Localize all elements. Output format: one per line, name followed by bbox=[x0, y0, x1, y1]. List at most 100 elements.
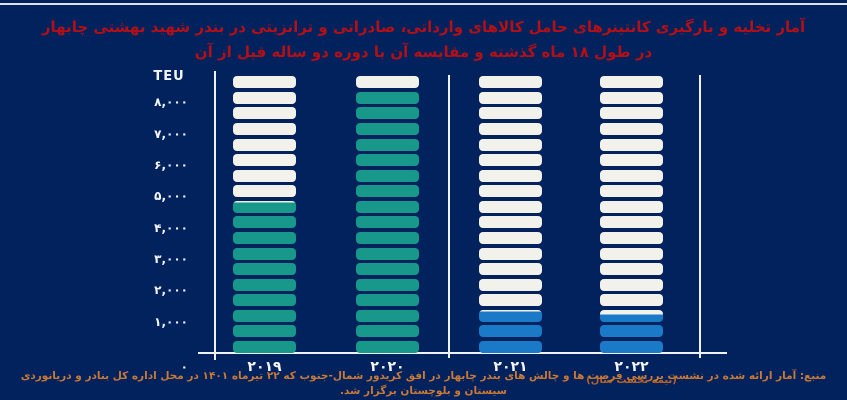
bar-segment bbox=[600, 216, 663, 229]
bar-segment bbox=[233, 263, 296, 276]
bar-segment bbox=[356, 200, 419, 213]
bar-segment bbox=[233, 247, 296, 260]
bar-segment bbox=[233, 76, 296, 89]
source-note: منبع: آمار ارائه شده در نشست بررسی فرصت … bbox=[20, 370, 827, 397]
bar-segment bbox=[600, 247, 663, 260]
bar-segment bbox=[600, 341, 663, 353]
bar-segment bbox=[233, 309, 296, 322]
bar-segment bbox=[479, 138, 542, 151]
bar-segment bbox=[479, 263, 542, 276]
y-axis-line bbox=[214, 71, 216, 360]
bar-segment bbox=[479, 341, 542, 353]
bar-segment bbox=[356, 169, 419, 182]
bar-segment bbox=[356, 247, 419, 260]
bar-segment bbox=[600, 76, 663, 89]
bar-segment bbox=[479, 294, 542, 307]
bar-segment bbox=[479, 154, 542, 167]
bar-segment bbox=[233, 216, 296, 229]
bar-segment bbox=[233, 185, 296, 198]
bar-segment bbox=[233, 123, 296, 136]
chart-title-line2: در طول ۱۸ ماه گذشته و مقایسه آن با دوره … bbox=[194, 43, 653, 61]
y-tick-label: ۱,۰۰۰ bbox=[154, 314, 188, 329]
chart-title: آمار تخلیه و بارگیری کانتینرهای حامل کال… bbox=[0, 15, 847, 65]
y-tick-label: ۸,۰۰۰ bbox=[154, 95, 188, 110]
bar-segment bbox=[233, 107, 296, 120]
bar-segment bbox=[233, 294, 296, 307]
bar-segment bbox=[600, 138, 663, 151]
x-label-۲۰۲۰: ۲۰۲۰ bbox=[370, 359, 405, 375]
bar-segment bbox=[233, 232, 296, 244]
group-divider-line bbox=[448, 75, 450, 358]
bar-segment bbox=[356, 232, 419, 244]
bar-segment bbox=[479, 247, 542, 260]
bar-segment bbox=[600, 278, 663, 291]
bar-segment bbox=[479, 309, 542, 322]
x-axis-line bbox=[198, 352, 727, 354]
bar-segment bbox=[356, 123, 419, 136]
bar-segment bbox=[479, 107, 542, 120]
bar-segment bbox=[233, 154, 296, 167]
x-label-۲۰۲۱: ۲۰۲۱ bbox=[493, 359, 528, 375]
bar-۲۰۲۲ bbox=[600, 0, 663, 353]
bar-segment bbox=[479, 232, 542, 244]
x-label-۲۰۲۲: ۲۰۲۲ bbox=[614, 359, 649, 375]
y-axis-unit-label: TEU bbox=[153, 69, 185, 84]
bar-segment bbox=[600, 294, 663, 307]
y-tick-label: ۵,۰۰۰ bbox=[154, 189, 188, 204]
y-tick-label: ۲,۰۰۰ bbox=[154, 283, 188, 298]
bar-segment bbox=[356, 76, 419, 89]
bar-segment bbox=[600, 107, 663, 120]
top-border-line bbox=[0, 3, 847, 5]
bar-segment bbox=[356, 294, 419, 307]
bar-segment bbox=[479, 200, 542, 213]
bar-segment bbox=[356, 309, 419, 322]
y-tick-label: ۴,۰۰۰ bbox=[154, 220, 188, 235]
bar-segment bbox=[479, 123, 542, 136]
bar-segment bbox=[600, 200, 663, 213]
bar-segment bbox=[479, 216, 542, 229]
bar-segment bbox=[233, 200, 296, 213]
bar-segment bbox=[356, 154, 419, 167]
bar-segment bbox=[233, 169, 296, 182]
chart-title-line1: آمار تخلیه و بارگیری کانتینرهای حامل کال… bbox=[41, 18, 806, 36]
bar-segment bbox=[356, 263, 419, 276]
bar-segment bbox=[479, 169, 542, 182]
bar-segment bbox=[479, 185, 542, 198]
bar-segment bbox=[600, 169, 663, 182]
y-tick-label: ۷,۰۰۰ bbox=[154, 126, 188, 141]
bar-segment bbox=[356, 91, 419, 104]
bar-segment bbox=[356, 341, 419, 353]
bar-segment bbox=[600, 309, 663, 322]
bar-segment bbox=[479, 91, 542, 104]
bar-۲۰۲۱ bbox=[479, 0, 542, 353]
y-tick-label: ۰ bbox=[180, 360, 188, 374]
bar-segment bbox=[600, 325, 663, 338]
y-tick-label: ۳,۰۰۰ bbox=[154, 251, 188, 266]
x-label-۲۰۱۹: ۲۰۱۹ bbox=[247, 359, 282, 375]
bar-۲۰۱۹ bbox=[233, 0, 296, 353]
bar-segment bbox=[600, 123, 663, 136]
bar-segment bbox=[356, 138, 419, 151]
bar-segment bbox=[600, 232, 663, 244]
bar-segment bbox=[479, 278, 542, 291]
bar-segment bbox=[233, 91, 296, 104]
bar-segment bbox=[356, 278, 419, 291]
y-tick-label: ۶,۰۰۰ bbox=[154, 157, 188, 172]
bar-segment bbox=[233, 278, 296, 291]
x-sub-label: (نیمه نخست سال) bbox=[586, 375, 677, 386]
bar-segment bbox=[600, 154, 663, 167]
bar-segment bbox=[600, 185, 663, 198]
bar-segment bbox=[479, 76, 542, 89]
bar-segment bbox=[233, 325, 296, 338]
bar-segment bbox=[233, 138, 296, 151]
bar-segment bbox=[600, 263, 663, 276]
bar-segment bbox=[356, 107, 419, 120]
bar-segment bbox=[356, 185, 419, 198]
bar-segment bbox=[479, 325, 542, 338]
bar-segment bbox=[356, 325, 419, 338]
bar-segment bbox=[233, 341, 296, 353]
bar-segment bbox=[600, 91, 663, 104]
bar-۲۰۲۰ bbox=[356, 0, 419, 353]
plot-right-border-line bbox=[699, 75, 701, 358]
